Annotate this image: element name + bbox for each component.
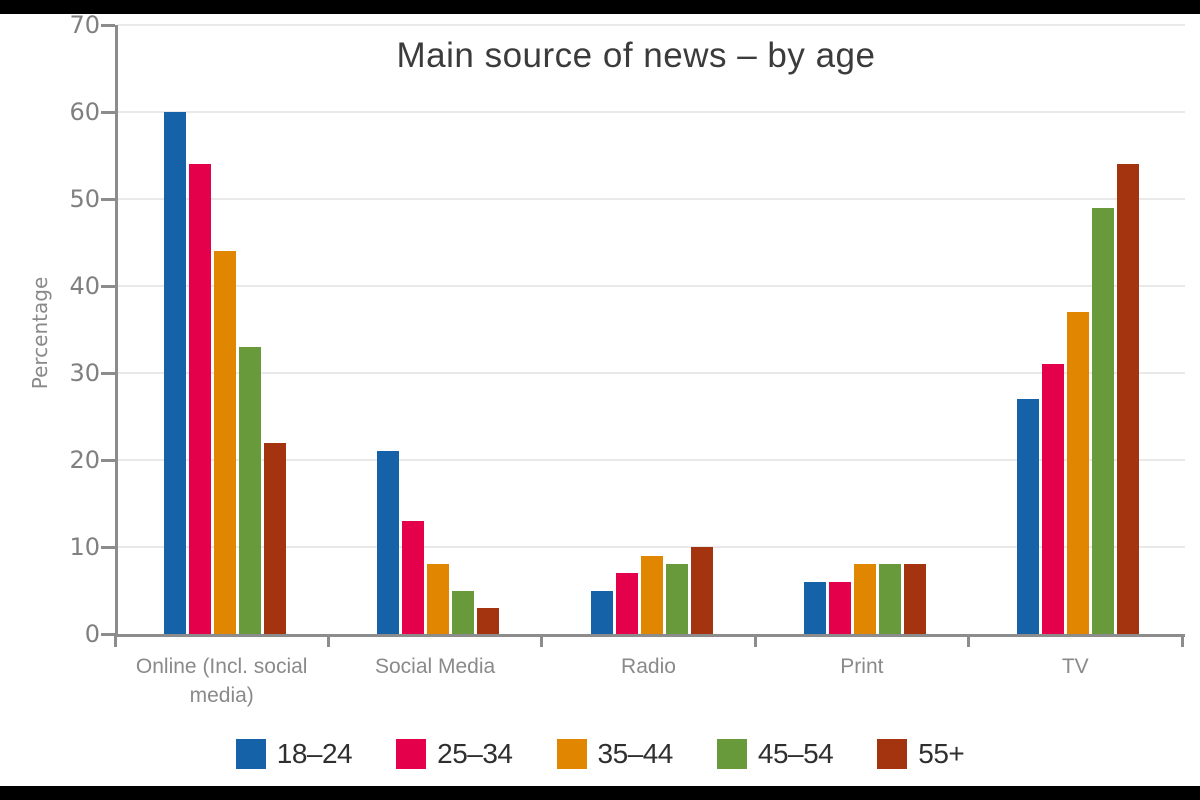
- bar-radio-45-54: [665, 564, 688, 634]
- bar-online-incl-social-media-35-44: [213, 251, 236, 634]
- category-label-radio: Radio: [621, 655, 676, 678]
- legend-item-35-44: 35–44: [556, 738, 674, 770]
- y-axis-title: Percentage: [28, 276, 52, 390]
- y-tick-mark-20: [101, 459, 115, 462]
- y-tick-label-70: 70: [69, 11, 100, 39]
- bar-group-online-incl-social-media: [163, 112, 286, 634]
- letterbox-bottom: [0, 786, 1200, 800]
- category-label-tv: TV: [1061, 655, 1089, 678]
- y-tick-mark-50: [101, 198, 115, 201]
- gridline-60: [118, 111, 1185, 113]
- bar-social-media-55: [477, 607, 500, 634]
- bar-group-social-media: [377, 451, 500, 634]
- x-tick-mark-3: [753, 634, 757, 647]
- chart-title: Main source of news – by age: [396, 36, 876, 75]
- legend-item-45-54: 45–54: [716, 738, 834, 770]
- bar-online-incl-social-media-45-54: [238, 346, 261, 634]
- legend-label-25-34: 25–34: [437, 738, 513, 769]
- y-tick-label-30: 30: [69, 359, 100, 387]
- x-tick-mark-0: [113, 634, 117, 647]
- legend-swatch-35-44: [556, 739, 587, 769]
- bar-print-18-24: [803, 581, 826, 634]
- y-tick-label-60: 60: [69, 98, 100, 126]
- bar-print-35-44: [853, 564, 876, 634]
- gridline-10: [118, 546, 1185, 548]
- plot-area: [115, 24, 1185, 637]
- bar-group-print: [803, 564, 926, 634]
- legend-item-25-34: 25–34: [396, 738, 513, 770]
- bar-group-radio: [590, 547, 713, 634]
- bar-print-55: [903, 564, 926, 634]
- legend-item-55: 55+: [877, 738, 965, 770]
- gridline-20: [118, 459, 1185, 461]
- bar-print-45-54: [878, 564, 901, 634]
- y-tick-mark-30: [101, 372, 115, 375]
- bar-social-media-18-24: [377, 451, 400, 634]
- legend-swatch-45-54: [716, 739, 747, 769]
- legend-swatch-18-24: [235, 739, 266, 769]
- bar-tv-55: [1117, 164, 1140, 634]
- bar-print-25-34: [828, 581, 851, 634]
- legend-item-18-24: 18–24: [235, 738, 353, 770]
- legend: 18–24 25–34 35–44 45–54 55+: [0, 738, 1200, 770]
- legend-label-55: 55+: [918, 738, 965, 769]
- bar-radio-18-24: [590, 590, 613, 634]
- y-tick-label-50: 50: [69, 185, 100, 213]
- bar-online-incl-social-media-18-24: [163, 112, 186, 634]
- legend-label-45-54: 45–54: [757, 738, 834, 769]
- x-tick-mark-4: [967, 634, 971, 647]
- bar-tv-18-24: [1017, 399, 1040, 634]
- legend-swatch-55: [877, 739, 908, 769]
- bar-radio-55: [690, 547, 713, 634]
- bar-tv-35-44: [1067, 312, 1090, 634]
- y-tick-label-20: 20: [69, 446, 100, 474]
- category-label-print: Print: [840, 655, 884, 678]
- bar-social-media-25-34: [402, 520, 425, 634]
- legend-swatch-25-34: [396, 739, 427, 769]
- y-tick-mark-40: [101, 285, 115, 288]
- bar-online-incl-social-media-25-34: [188, 164, 211, 634]
- y-tick-label-0: 0: [84, 620, 100, 648]
- category-label-social-media: Social Media: [374, 655, 496, 678]
- legend-label-18-24: 18–24: [276, 738, 353, 769]
- bar-online-incl-social-media-55: [263, 442, 286, 634]
- letterbox-top: [0, 0, 1200, 14]
- gridline-30: [118, 372, 1185, 374]
- bar-group-tv: [1017, 164, 1140, 634]
- y-tick-label-10: 10: [69, 533, 100, 561]
- bar-radio-25-34: [615, 573, 638, 634]
- x-tick-mark-5: [1180, 634, 1184, 647]
- y-tick-label-40: 40: [69, 272, 100, 300]
- x-tick-mark-1: [326, 634, 330, 647]
- y-tick-mark-0: [101, 633, 115, 636]
- gridline-40: [118, 285, 1185, 287]
- x-tick-mark-2: [540, 634, 544, 647]
- y-tick-mark-10: [101, 546, 115, 549]
- bar-tv-25-34: [1042, 364, 1065, 634]
- legend-label-35-44: 35–44: [597, 738, 674, 769]
- bar-tv-45-54: [1092, 207, 1115, 634]
- y-tick-mark-70: [101, 24, 115, 27]
- bar-social-media-45-54: [452, 590, 475, 634]
- y-tick-mark-60: [101, 111, 115, 114]
- category-label-online-incl-social-media: Online (Incl. social media): [135, 655, 308, 707]
- bar-social-media-35-44: [427, 564, 450, 634]
- gridline-70: [118, 24, 1185, 26]
- gridline-50: [118, 198, 1185, 200]
- bar-radio-35-44: [640, 555, 663, 634]
